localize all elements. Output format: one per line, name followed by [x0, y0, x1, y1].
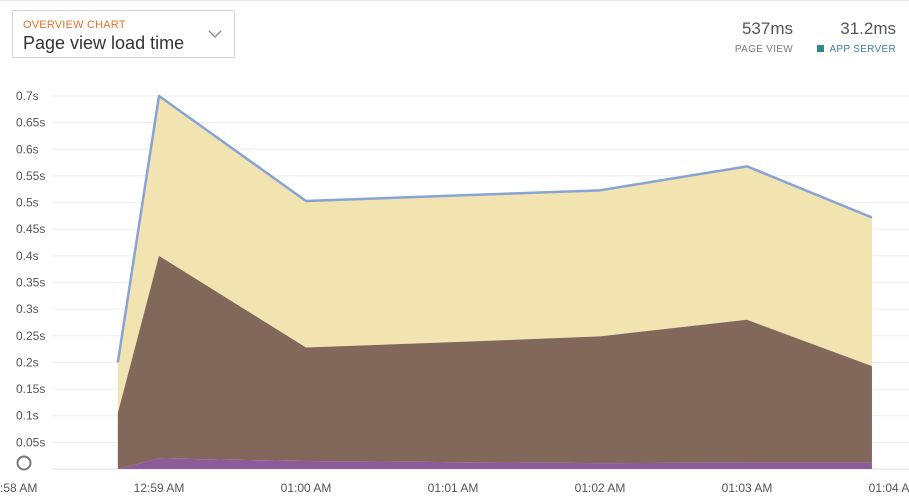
x-tick-label: 12:58 AM [0, 481, 37, 495]
x-tick-label: 01:04 AM [869, 481, 909, 495]
area-top-layer [117, 96, 872, 414]
x-tick-label: 12:59 AM [134, 481, 185, 495]
app-server-swatch [817, 45, 825, 52]
app-server-value: 31.2ms [840, 19, 896, 38]
area-middle-layer [117, 255, 872, 469]
chevron-down-icon [208, 30, 222, 38]
y-tick-label: 0.35s [16, 276, 45, 290]
page-load-area-chart[interactable]: 0.05s 0.1s 0.15s 0.2s 0.25s 0.3s 0.35s 0.4s 0.45… [0, 80, 909, 502]
x-tick-label: 01:02 AM [575, 481, 626, 495]
y-tick-label: 0.2s [16, 355, 39, 369]
y-tick-label: 0.4s [16, 249, 39, 263]
area-bottom-layer [117, 458, 872, 469]
y-tick-label: 0.05s [16, 435, 45, 449]
scrubber-handle-icon [16, 455, 32, 471]
y-tick-label: 0.25s [16, 329, 45, 343]
y-tick-label: 0.15s [16, 382, 45, 396]
x-tick-label: 01:00 AM [281, 481, 332, 495]
app-server-label-text: APP SERVER [829, 44, 896, 55]
y-tick-label: 0.3s [16, 302, 39, 316]
total-line [116, 94, 873, 363]
selector-value: Page view load time [23, 33, 185, 53]
y-tick-label: 0.5s [16, 196, 39, 210]
app-server-metric[interactable]: 31.2ms APP SERVER [817, 19, 896, 55]
y-tick-label: 0.7s [16, 89, 39, 103]
x-tick-label: 01:03 AM [722, 481, 773, 495]
selector-label: OVERVIEW CHART [23, 19, 126, 31]
top-divider [0, 0, 909, 1]
app-server-label: APP SERVER [817, 44, 896, 55]
left-fade-overlay [0, 362, 52, 469]
y-tick-label: 0.45s [16, 222, 45, 236]
y-tick-label: 0.1s [16, 409, 39, 423]
y-tick-label: 0.65s [16, 116, 45, 130]
y-tick-label: 0.55s [16, 169, 45, 183]
page-view-metric[interactable]: 537ms PAGE VIEW [735, 19, 793, 55]
page-view-value: 537ms [741, 19, 793, 38]
page-view-label: PAGE VIEW [734, 44, 793, 55]
y-tick-label: 0.6s [16, 142, 39, 156]
x-tick-label: 01:01 AM [428, 481, 479, 495]
overview-chart-selector[interactable]: OVERVIEW CHART Page view load time [12, 10, 235, 58]
